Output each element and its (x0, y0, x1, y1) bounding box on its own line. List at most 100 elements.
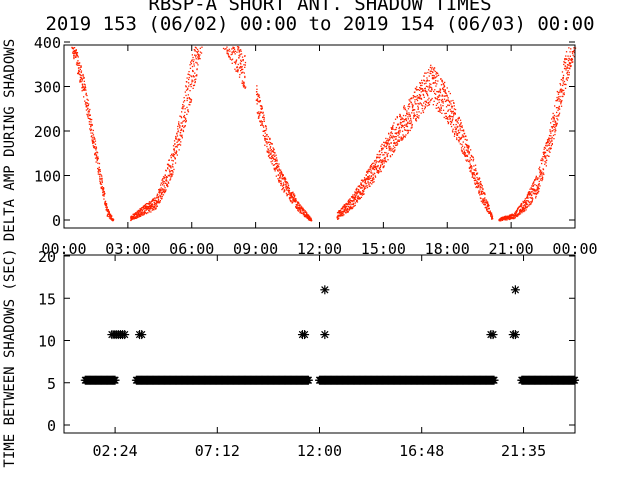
top-data-point (293, 198, 295, 200)
top-data-point (388, 147, 391, 150)
top-data-point (266, 150, 268, 152)
top-data-point (391, 128, 393, 130)
top-data-point (198, 54, 200, 57)
top-data-point (373, 162, 375, 164)
top-data-point (411, 103, 413, 105)
top-data-point (458, 141, 460, 143)
top-data-point (367, 172, 369, 174)
top-data-point (344, 208, 347, 210)
top-data-point (519, 208, 522, 211)
top-data-point (559, 95, 561, 98)
top-data-point (368, 171, 370, 173)
top-data-point (423, 96, 425, 98)
top-data-point (364, 180, 366, 183)
top-data-point (546, 159, 548, 161)
top-data-point (134, 213, 136, 216)
top-data-point (467, 159, 469, 161)
top-data-point (483, 202, 485, 204)
top-data-point (160, 184, 162, 186)
top-data-point (558, 108, 560, 110)
top-data-point (371, 172, 373, 174)
top-data-point (551, 118, 553, 120)
bottom-data-point (300, 330, 310, 340)
top-data-point (304, 210, 306, 212)
top-data-point (311, 219, 313, 222)
top-data-point (530, 188, 533, 190)
top-data-point (143, 205, 145, 208)
top-data-point (137, 212, 139, 214)
top-data-point (195, 61, 197, 64)
top-data-point (552, 134, 555, 137)
top-data-point (239, 62, 241, 64)
top-data-point (338, 214, 340, 217)
top-data-point (553, 129, 555, 131)
top-data-point (394, 146, 396, 149)
top-data-point (357, 195, 360, 197)
top-data-point (478, 179, 480, 181)
top-data-point (103, 195, 105, 197)
top-data-point (425, 101, 428, 103)
top-data-point (542, 156, 544, 158)
top-data-point (559, 88, 562, 91)
top-data-point (466, 139, 468, 141)
top-data-point (88, 123, 91, 125)
top-data-point (415, 120, 418, 122)
top-data-point (149, 202, 151, 204)
top-data-point (442, 100, 444, 102)
top-data-point (482, 192, 485, 195)
top-data-point (417, 97, 419, 99)
top-data-point (99, 178, 101, 180)
top-data-point (109, 213, 111, 216)
top-data-point (403, 105, 405, 107)
top-data-point (340, 208, 343, 210)
top-data-point (84, 86, 86, 88)
top-data-point (238, 51, 240, 53)
top-data-point (84, 84, 86, 86)
top-data-point (550, 140, 552, 142)
top-data-point (552, 117, 554, 119)
top-data-point (463, 153, 465, 155)
top-data-point (439, 109, 441, 111)
top-data-point (461, 134, 464, 136)
top-data-point (387, 142, 389, 144)
top-data-point (527, 192, 530, 194)
top-data-point (375, 162, 377, 164)
top-data-point (346, 210, 348, 213)
top-data-point (556, 90, 558, 93)
top-data-point (368, 170, 371, 172)
top-data-point (566, 77, 568, 79)
top-data-point (133, 216, 135, 219)
top-data-point (155, 200, 158, 202)
top-data-point (280, 173, 282, 175)
top-data-point (271, 155, 273, 157)
top-data-point (428, 103, 431, 106)
top-data-point (418, 89, 421, 91)
top-data-point (409, 106, 411, 108)
top-data-point (363, 186, 366, 188)
top-data-point (424, 90, 426, 92)
top-data-point (175, 150, 177, 152)
top-data-point (269, 142, 272, 144)
top-data-point (420, 84, 422, 87)
top-data-point (88, 114, 90, 117)
top-data-point (166, 183, 168, 185)
top-data-point (289, 194, 292, 196)
top-data-point (240, 70, 242, 72)
top-data-point (187, 110, 189, 112)
top-data-point (459, 143, 461, 145)
top-data-point (88, 113, 90, 115)
top-data-point (380, 170, 382, 172)
top-data-point (454, 112, 456, 115)
top-data-point (279, 171, 281, 173)
top-data-point (465, 135, 467, 138)
top-data-point (286, 187, 288, 190)
top-data-point (532, 192, 534, 194)
top-data-point (156, 201, 158, 203)
top-data-point (82, 83, 84, 85)
top-data-point (172, 154, 175, 156)
top-data-point (266, 141, 268, 143)
top-data-point (430, 90, 432, 92)
top-data-point (414, 114, 416, 117)
top-data-point (469, 166, 471, 169)
top-data-point (243, 84, 245, 86)
